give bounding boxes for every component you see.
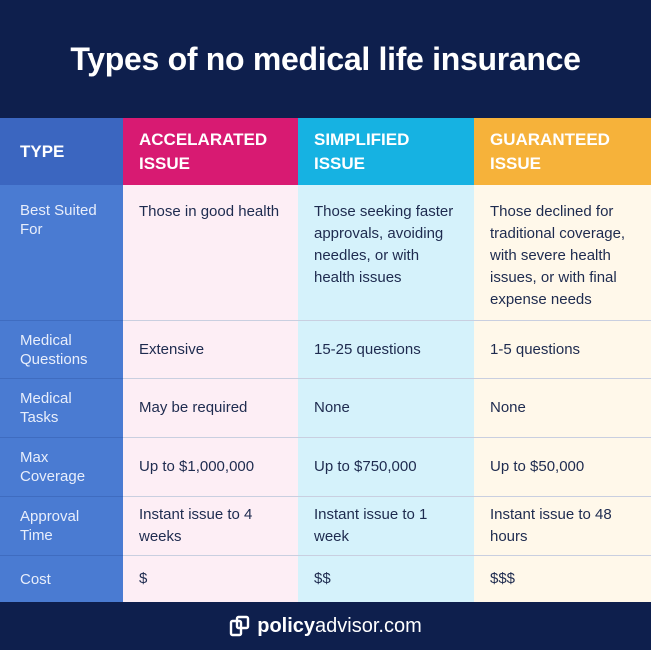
table-cell: 1-5 questions <box>474 321 651 379</box>
table-cell: 15-25 questions <box>298 321 474 379</box>
table-cell: $$$ <box>474 556 651 602</box>
page-title: Types of no medical life insurance <box>70 40 581 77</box>
header-guaranteed-issue: GUARANTEED ISSUE <box>474 118 651 185</box>
header-type: TYPE <box>0 118 123 185</box>
row-label-max-coverage: Max Coverage <box>0 438 123 497</box>
table-cell: $ <box>123 556 298 602</box>
table-cell: Up to $1,000,000 <box>123 438 298 497</box>
table-cell: Those declined for traditional coverage,… <box>474 185 651 321</box>
table-cell: Those in good health <box>123 185 298 321</box>
table-cell: None <box>298 379 474 438</box>
footer-brand: policy advisor.com <box>0 602 651 650</box>
brand-name-bold: policy <box>257 614 316 637</box>
table-cell: Up to $50,000 <box>474 438 651 497</box>
comparison-table: TYPE ACCELARATED ISSUE SIMPLIFIED ISSUE … <box>0 118 651 602</box>
table-cell: None <box>474 379 651 438</box>
row-label-best-suited-for: Best Suited For <box>0 185 123 321</box>
header-simplified-issue: SIMPLIFIED ISSUE <box>298 118 474 185</box>
table-cell: Up to $750,000 <box>298 438 474 497</box>
table-cell: Those seeking faster approvals, avoiding… <box>298 185 474 321</box>
table-cell: May be required <box>123 379 298 438</box>
table-cell: Instant issue to 1 week <box>298 497 474 556</box>
header-accelerated-issue: ACCELARATED ISSUE <box>123 118 298 185</box>
table-cell: $$ <box>298 556 474 602</box>
table-cell: Instant issue to 48 hours <box>474 497 651 556</box>
row-label-medical-questions: Medical Questions <box>0 321 123 379</box>
row-label-medical-tasks: Medical Tasks <box>0 379 123 438</box>
brand-name-rest: advisor.com <box>315 614 422 637</box>
policyadvisor-logo-icon <box>229 615 251 637</box>
table-cell: Extensive <box>123 321 298 379</box>
row-label-cost: Cost <box>0 556 123 602</box>
table-cell: Instant issue to 4 weeks <box>123 497 298 556</box>
row-label-approval-time: Approval Time <box>0 497 123 556</box>
